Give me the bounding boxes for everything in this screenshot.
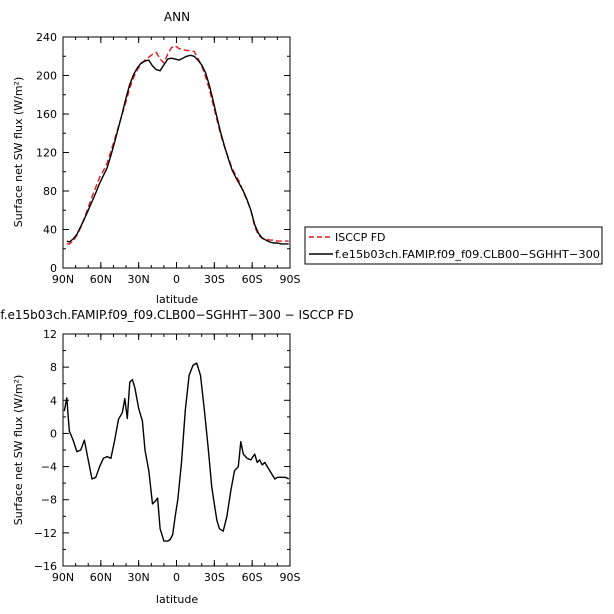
bottom-ytick-label: −8	[41, 494, 57, 507]
bottom-ytick-label: −12	[34, 527, 57, 540]
top-chart-xlabel: latitude	[156, 293, 198, 306]
top-xtick-label: 90N	[52, 273, 74, 286]
top-ytick-label: 80	[43, 185, 57, 198]
bottom-chart-title: f.e15b03ch.FAMIP.f09_f09.CLB00−SGHHT−300…	[0, 308, 353, 322]
legend-label-isccp: ISCCP FD	[335, 231, 386, 244]
top-chart-frame	[62, 36, 291, 269]
bottom-chart-frame	[62, 333, 291, 567]
legend: ISCCP FD f.e15b03ch.FAMIP.f09_f09.CLB00−…	[304, 226, 603, 265]
top-xtick-label: 90S	[280, 273, 301, 286]
top-ytick-label: 200	[36, 70, 57, 83]
bottom-chart-series	[63, 362, 290, 542]
top-chart-ticks: 90N 60N 30N 0 30S 60S 90S 0 40 80 120 160 200 240	[36, 31, 301, 286]
bottom-xtick-label: 0	[173, 571, 180, 584]
top-chart: ANN 90N 60N 30N 0 30S 60S 90S 0 40 80 120 160 200 240…	[12, 10, 301, 306]
top-ytick-label: 120	[36, 147, 57, 160]
top-ytick-label: 240	[36, 31, 57, 44]
bottom-ytick-label: 12	[43, 328, 57, 341]
bottom-ytick-label: 4	[50, 394, 57, 407]
bottom-xtick-label: 60N	[90, 571, 112, 584]
top-xtick-label: 0	[173, 273, 180, 286]
bottom-series-line-0	[63, 362, 290, 542]
bottom-xtick-label: 30N	[128, 571, 150, 584]
top-series-line-0	[66, 45, 289, 245]
top-ytick-label: 0	[50, 262, 57, 275]
bottom-ytick-label: 8	[50, 361, 57, 374]
bottom-xtick-label: 30S	[204, 571, 225, 584]
bottom-ytick-label: 0	[50, 427, 57, 440]
bottom-chart: f.e15b03ch.FAMIP.f09_f09.CLB00−SGHHT−300…	[0, 308, 353, 606]
bottom-xtick-label: 60S	[242, 571, 263, 584]
top-series-line-1	[66, 54, 289, 245]
bottom-xtick-label: 90N	[52, 571, 74, 584]
top-xtick-label: 60S	[242, 273, 263, 286]
bottom-chart-ticks: 90N 60N 30N 0 30S 60S 90S −16 −12 −8 −4 0 4 8 12	[34, 328, 301, 584]
top-ytick-label: 40	[43, 224, 57, 237]
bottom-ytick-label: −16	[34, 560, 57, 573]
top-ytick-label: 160	[36, 108, 57, 121]
top-xtick-label: 30N	[128, 273, 150, 286]
bottom-ytick-label: −4	[41, 461, 57, 474]
bottom-xtick-label: 90S	[280, 571, 301, 584]
top-chart-title: ANN	[164, 10, 190, 24]
bottom-chart-xlabel: latitude	[156, 593, 198, 606]
top-xtick-label: 60N	[90, 273, 112, 286]
legend-label-model: f.e15b03ch.FAMIP.f09_f09.CLB00−SGHHT−300	[335, 248, 600, 261]
top-xtick-label: 30S	[204, 273, 225, 286]
legend-box	[304, 226, 603, 265]
bottom-chart-ylabel: Surface net SW flux (W/m²)	[12, 375, 25, 526]
top-chart-series	[66, 45, 289, 245]
top-chart-ylabel: Surface net SW flux (W/m²)	[12, 77, 25, 228]
